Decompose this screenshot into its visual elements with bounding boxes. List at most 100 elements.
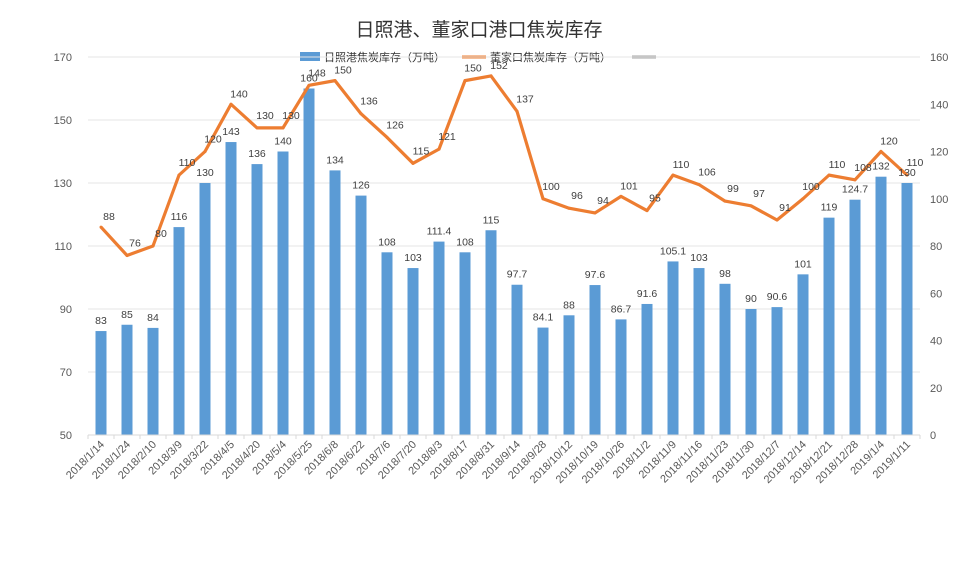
- y-left-tick-label: 150: [54, 115, 72, 127]
- y-right-tick-label: 20: [930, 383, 942, 395]
- line-data-label: 110: [829, 159, 846, 171]
- line-data-label: 100: [542, 181, 560, 193]
- line-point: [99, 225, 103, 229]
- line-data-label: 120: [880, 136, 898, 148]
- line-point: [593, 211, 597, 215]
- line-point: [255, 126, 259, 130]
- bar-data-label: 160: [300, 73, 318, 85]
- y-left-tick-label: 70: [60, 367, 72, 379]
- line-data-label: 110: [673, 159, 690, 171]
- line-point: [385, 135, 389, 139]
- bar-data-label: 108: [378, 236, 396, 248]
- bar-data-label: 84.1: [533, 312, 554, 324]
- line-point: [853, 178, 857, 182]
- bar-data-label: 132: [872, 161, 890, 173]
- line-data-label: 126: [386, 119, 404, 131]
- line-data-label: 94: [597, 195, 609, 207]
- line-point: [645, 209, 649, 213]
- bar: [667, 261, 679, 435]
- bar: [459, 252, 471, 435]
- line-data-label: 110: [907, 157, 924, 169]
- y-right-tick-label: 160: [930, 52, 948, 64]
- line-point: [437, 147, 441, 151]
- line-data-label: 152: [490, 60, 508, 72]
- line-data-label: 99: [727, 183, 739, 195]
- line-point: [489, 74, 493, 78]
- bar: [173, 227, 185, 435]
- line-data-label: 150: [334, 65, 352, 77]
- line-data-label: 108: [854, 162, 872, 174]
- bar: [901, 183, 913, 435]
- bar: [381, 252, 393, 435]
- bar-data-label: 88: [563, 299, 575, 311]
- line-data-label: 120: [204, 134, 222, 146]
- line-data-label: 88: [103, 211, 115, 223]
- bar: [797, 274, 809, 435]
- bar: [147, 327, 159, 435]
- line-point: [359, 112, 363, 116]
- bar: [303, 88, 315, 435]
- bar: [771, 307, 783, 435]
- line-data-label: 140: [230, 88, 248, 100]
- bar-data-label: 126: [352, 180, 370, 192]
- bar: [745, 309, 757, 435]
- bar: [693, 268, 705, 435]
- bar: [589, 285, 601, 435]
- bar: [95, 331, 107, 435]
- line-data-label: 130: [282, 110, 300, 122]
- bar-data-label: 115: [483, 214, 500, 226]
- bar: [875, 176, 887, 435]
- line-point: [697, 183, 701, 187]
- bar-data-label: 136: [248, 148, 266, 160]
- line-data-label: 101: [620, 180, 638, 192]
- line-point: [671, 173, 675, 177]
- line-point: [879, 150, 883, 153]
- bar-data-label: 143: [222, 126, 240, 138]
- bar-data-label: 98: [719, 268, 731, 280]
- bar-data-label: 103: [404, 252, 422, 264]
- line-point: [125, 253, 129, 257]
- bar: [485, 230, 497, 435]
- line-point: [541, 197, 545, 201]
- line-point: [723, 199, 727, 203]
- line-data-label: 76: [129, 237, 141, 249]
- line-point: [905, 173, 909, 177]
- bar: [641, 303, 653, 435]
- bar-data-label: 130: [898, 167, 916, 179]
- bar: [719, 283, 731, 435]
- bar: [407, 268, 419, 435]
- line-data-label: 95: [649, 193, 661, 205]
- line-data-label: 115: [413, 145, 430, 157]
- bar-data-label: 84: [147, 312, 159, 324]
- y-right-tick-label: 140: [930, 99, 948, 111]
- line-data-label: 100: [802, 181, 820, 193]
- y-right-tick-label: 100: [930, 194, 948, 206]
- bar-data-label: 90.6: [767, 291, 788, 303]
- bar-data-label: 108: [456, 236, 474, 248]
- bar-data-label: 111.4: [427, 226, 452, 238]
- line-point: [411, 161, 415, 165]
- line-point: [177, 173, 181, 177]
- y-left-tick-label: 90: [60, 304, 72, 316]
- bar: [433, 241, 445, 435]
- bar-data-label: 130: [196, 167, 214, 179]
- line-point: [567, 206, 571, 210]
- line-point: [775, 218, 779, 222]
- line-data-label: 121: [438, 131, 456, 143]
- line-point: [463, 79, 467, 83]
- line-point: [333, 79, 337, 83]
- data-labels: 83 85 84 116 130 143 136 140 160 134 126 108 103 111.…: [95, 60, 923, 327]
- bar: [537, 327, 549, 435]
- line-point: [307, 83, 311, 87]
- bar: [615, 319, 627, 435]
- y-left-tick-label: 130: [54, 178, 72, 190]
- bar: [251, 164, 263, 435]
- bar-data-label: 116: [171, 211, 188, 223]
- bar: [225, 142, 237, 436]
- bar: [199, 183, 211, 435]
- chart-title: 日照港、董家口港口焦炭库存: [355, 19, 602, 41]
- y-left-tick-label: 170: [54, 52, 72, 64]
- bar: [511, 284, 523, 435]
- line-series: [99, 74, 909, 258]
